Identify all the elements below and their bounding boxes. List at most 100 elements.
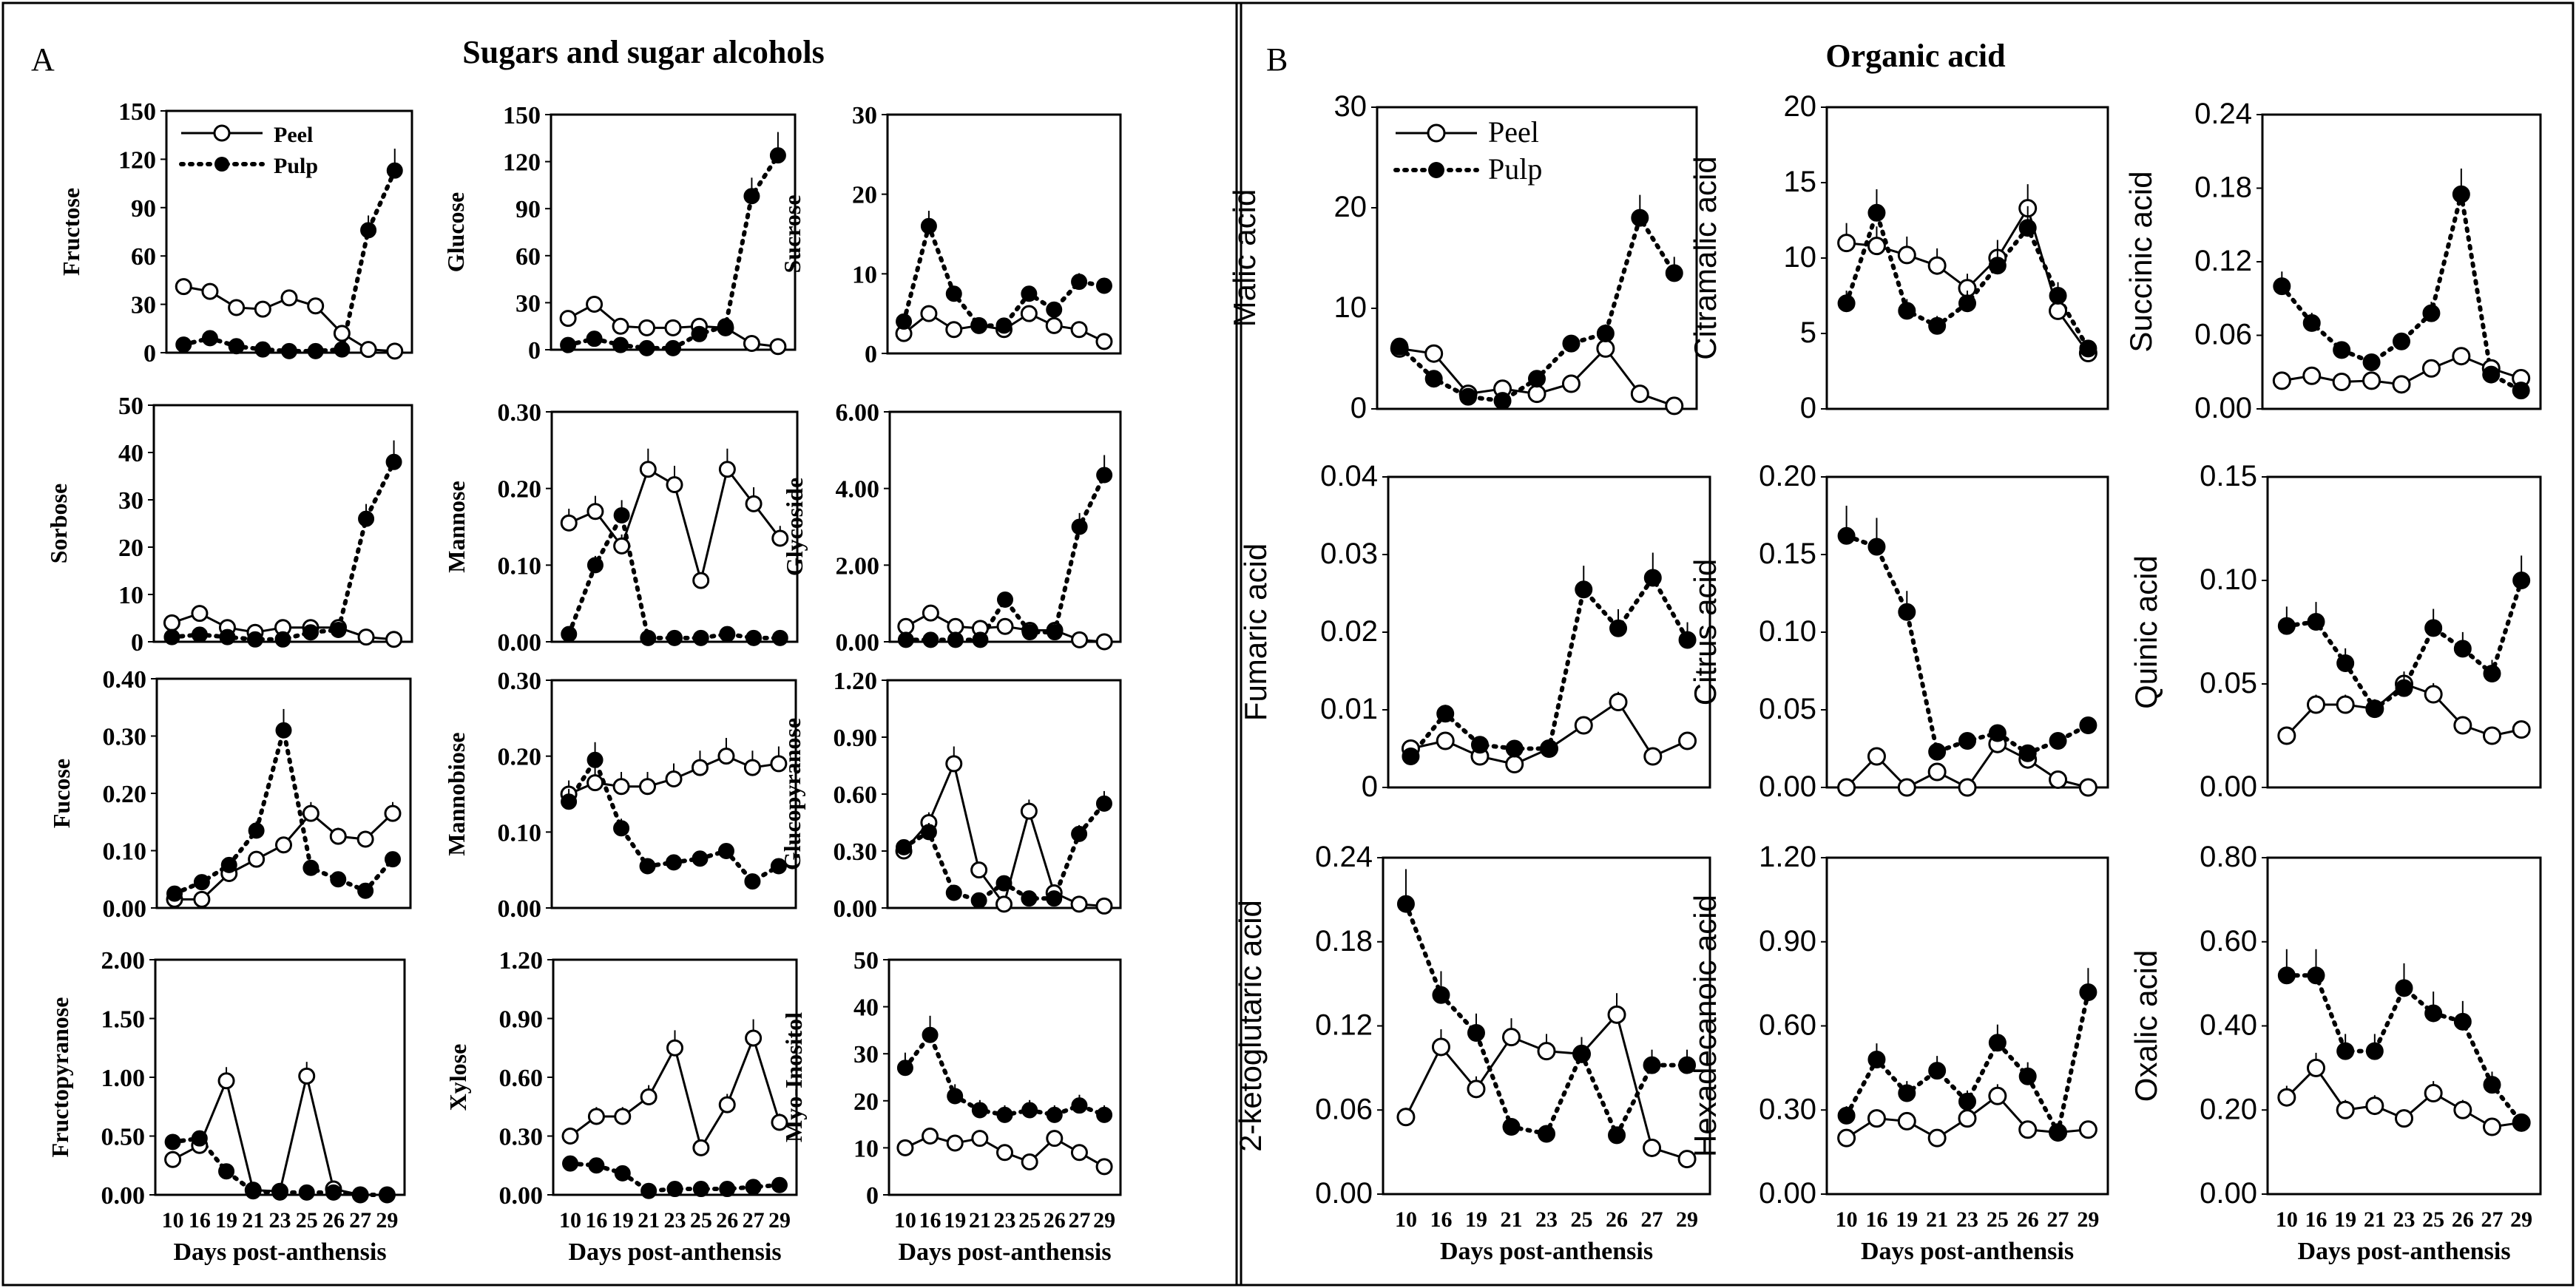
data-point-pulp xyxy=(1988,724,2007,742)
data-point-pulp xyxy=(2018,1067,2037,1085)
data-point-peel xyxy=(745,495,763,512)
data-point-pulp xyxy=(692,629,709,646)
data-point-peel xyxy=(1396,1108,1416,1127)
data-point-peel xyxy=(1020,305,1038,322)
data-point-pulp xyxy=(666,629,683,646)
data-point-peel xyxy=(2362,371,2381,390)
y-tick-label: 0.80 xyxy=(2200,841,2257,873)
data-point-peel xyxy=(1095,633,1113,651)
data-point-pulp xyxy=(1021,890,1038,907)
y-tick-label: 0.30 xyxy=(1759,1093,1816,1125)
data-point-pulp xyxy=(1867,1051,1886,1068)
data-point-peel xyxy=(2302,366,2322,385)
data-point-pulp xyxy=(386,162,403,179)
data-point-peel xyxy=(298,1067,316,1085)
y-tick-label: 0.10 xyxy=(498,552,542,580)
plot-area xyxy=(886,113,1122,355)
series-line-pulp xyxy=(172,729,395,896)
x-tick-label: 23 xyxy=(269,1208,291,1233)
x-tick-label: 25 xyxy=(1987,1207,2009,1232)
data-point-peel xyxy=(357,628,375,646)
data-point-peel xyxy=(2049,301,2068,320)
data-point-pulp xyxy=(254,341,271,358)
data-point-peel xyxy=(691,759,709,776)
y-tick-label: 0.06 xyxy=(2194,319,2252,351)
legend-marker-pulp xyxy=(1428,162,1444,178)
data-point-peel xyxy=(1045,316,1063,334)
data-point-pulp xyxy=(2422,304,2441,322)
data-point-pulp xyxy=(560,336,577,353)
y-tick-label: 0.10 xyxy=(2200,563,2257,596)
data-point-pulp xyxy=(2307,966,2325,985)
data-point-pulp xyxy=(1958,294,1976,313)
data-point-peel xyxy=(638,319,656,336)
data-point-pulp xyxy=(1958,732,1976,750)
data-point-peel xyxy=(1501,1028,1521,1047)
data-point-pulp xyxy=(1096,467,1113,484)
subplot-fructose: 0 30 60 90 120 150 Fructose Peel Pulp xyxy=(58,98,413,367)
data-point-peel xyxy=(1927,1128,1947,1148)
data-point-peel xyxy=(1867,237,1886,256)
y-tick-label: 0.02 xyxy=(1320,615,1378,648)
data-point-pulp xyxy=(2018,219,2037,237)
data-point-peel xyxy=(897,617,915,635)
series-line-pulp xyxy=(1408,573,1690,759)
subplot-mannobiose: 0.00 0.10 0.20 0.30 Mannobiose xyxy=(443,668,797,923)
series-line-pulp xyxy=(169,459,396,642)
y-axis-label: 2-ketoglutaric acid xyxy=(1233,900,1268,1152)
data-point-peel xyxy=(1609,693,1628,711)
panel-b-letter: B xyxy=(1266,41,1288,78)
y-tick-label: 0.30 xyxy=(498,399,542,427)
y-tick-label: 30 xyxy=(853,1041,879,1068)
y-tick-label: 90 xyxy=(131,195,156,223)
y-tick-label: 0.12 xyxy=(1315,1009,1373,1042)
data-point-peel xyxy=(1677,1150,1697,1169)
data-point-peel xyxy=(745,1029,763,1047)
data-point-pulp xyxy=(330,871,347,888)
y-tick-label: 10 xyxy=(1784,241,1817,274)
data-point-peel xyxy=(1574,716,1593,735)
y-tick-label: 0.00 xyxy=(1759,1177,1816,1210)
y-tick-label: 0.18 xyxy=(1315,925,1373,957)
y-tick-label: 4.00 xyxy=(836,476,880,504)
data-point-pulp xyxy=(248,822,265,839)
y-axis-label: Xylose xyxy=(444,1044,471,1111)
y-tick-label: 0.00 xyxy=(834,895,878,923)
data-point-pulp xyxy=(719,626,736,643)
y-tick-label: 0.40 xyxy=(103,666,147,694)
data-point-pulp xyxy=(384,851,401,868)
data-point-peel xyxy=(1665,396,1684,416)
data-point-peel xyxy=(1424,344,1444,363)
data-point-peel xyxy=(560,514,578,532)
y-axis-label: Quinic acid xyxy=(2129,555,2163,709)
x-tick-label: 26 xyxy=(2452,1207,2474,1232)
legend-marker-peel xyxy=(213,124,231,142)
y-tick-label: 30 xyxy=(1334,90,1368,123)
y-tick-label: 0 xyxy=(1350,392,1367,424)
data-point-pulp xyxy=(1837,1106,1856,1125)
data-point-pulp xyxy=(1046,890,1063,907)
y-tick-label: 10 xyxy=(852,261,877,288)
data-point-pulp xyxy=(1402,748,1420,765)
data-point-pulp xyxy=(271,1184,288,1201)
x-tick-label: 29 xyxy=(2510,1207,2532,1232)
data-point-pulp xyxy=(2018,744,2037,762)
data-point-peel xyxy=(164,1150,182,1168)
x-tick-label: 16 xyxy=(919,1208,942,1233)
y-axis-label: Mannose xyxy=(443,481,470,572)
subplot-glucose: 0 30 60 90 120 150 Glucose xyxy=(442,102,797,365)
data-point-peel xyxy=(614,1108,632,1125)
data-point-pulp xyxy=(1467,1023,1485,1042)
subplot-glycoside: 0.00 2.00 4.00 6.00 Glycoside xyxy=(781,399,1122,657)
data-point-pulp xyxy=(1898,1084,1916,1102)
x-tick-label: 29 xyxy=(376,1208,398,1233)
data-point-peel xyxy=(384,804,402,822)
x-tick-label: 21 xyxy=(1500,1207,1522,1232)
data-point-pulp xyxy=(896,838,913,855)
data-point-peel xyxy=(2277,1088,2296,1107)
data-point-pulp xyxy=(2395,979,2413,997)
y-tick-label: 1.20 xyxy=(834,668,878,695)
data-point-pulp xyxy=(1396,895,1415,913)
data-point-pulp xyxy=(193,874,210,891)
data-point-pulp xyxy=(1609,619,1628,637)
